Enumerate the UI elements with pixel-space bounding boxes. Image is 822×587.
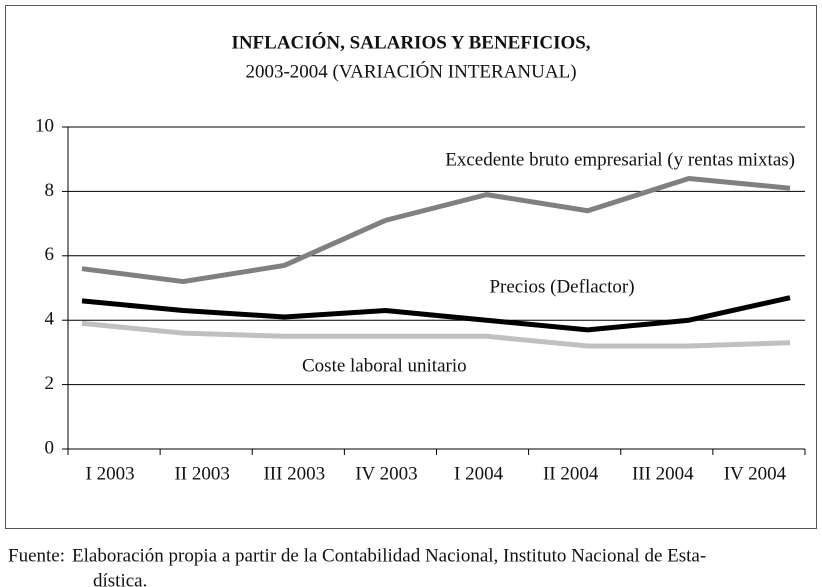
source-text: dística. bbox=[93, 570, 147, 587]
y-tick-label: 2 bbox=[45, 373, 55, 394]
y-tick-label: 4 bbox=[45, 309, 55, 330]
source-label: Fuente: bbox=[8, 545, 65, 566]
x-tick-label: I 2004 bbox=[454, 463, 504, 484]
chart-subtitle: 2003-2004 (VARIACIÓN INTERANUAL) bbox=[245, 60, 576, 82]
x-tick-label: III 2004 bbox=[632, 463, 694, 484]
series-label: Coste laboral unitario bbox=[302, 355, 467, 376]
x-tick-label: I 2003 bbox=[86, 463, 135, 484]
y-tick-label: 10 bbox=[35, 115, 54, 136]
x-tick-label: III 2003 bbox=[263, 463, 325, 484]
y-tick-label: 0 bbox=[45, 437, 55, 458]
series-label: Excedente bruto empresarial (y rentas mi… bbox=[445, 149, 795, 170]
y-tick-label: 6 bbox=[45, 244, 55, 265]
x-tick-label: IV 2004 bbox=[724, 463, 787, 484]
chart-title: INFLACIÓN, SALARIOS Y BENEFICIOS, bbox=[231, 31, 590, 53]
source-text: Elaboración propia a partir de la Contab… bbox=[72, 545, 706, 566]
chart-frame bbox=[5, 5, 817, 529]
series-line bbox=[81, 176, 791, 285]
series-line bbox=[81, 320, 791, 349]
y-tick-label: 8 bbox=[45, 180, 55, 201]
x-tick-label: II 2003 bbox=[174, 463, 229, 484]
x-tick-label: IV 2003 bbox=[355, 463, 417, 484]
series-line bbox=[81, 295, 791, 333]
x-tick-label: II 2004 bbox=[543, 463, 599, 484]
series-label: Precios (Deflactor) bbox=[489, 276, 634, 297]
